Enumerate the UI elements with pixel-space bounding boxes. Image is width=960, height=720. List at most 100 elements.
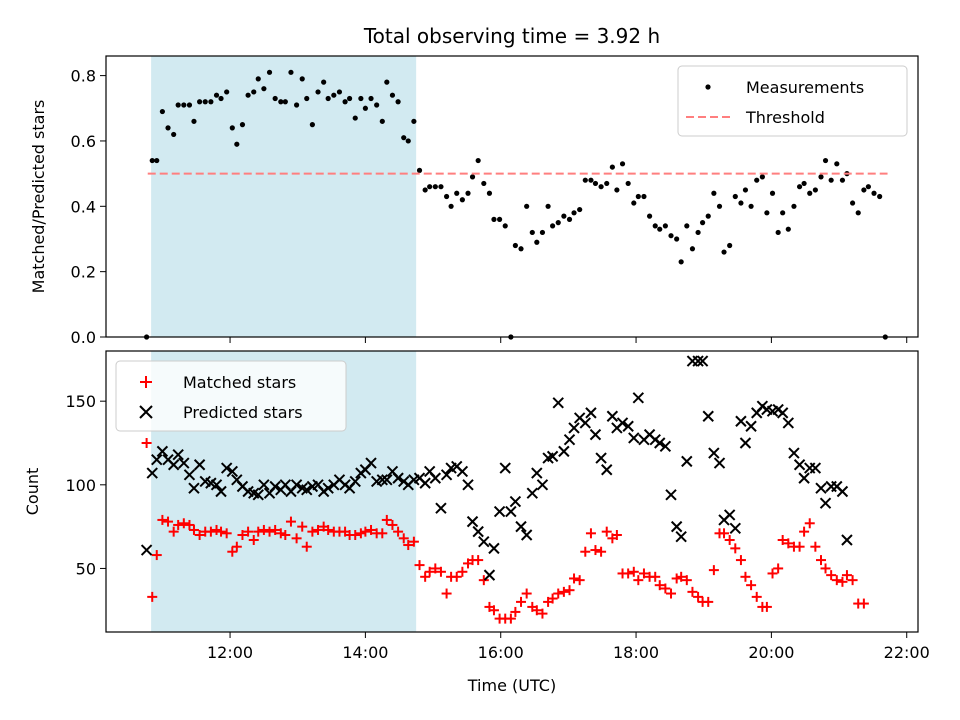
measurement-point (598, 184, 604, 190)
predicted-stars-point (782, 417, 795, 429)
matched-stars-point (816, 555, 827, 566)
predicted-stars-point (376, 474, 389, 486)
top-axes-frame (105, 55, 919, 338)
matched-stars-point (777, 535, 788, 546)
matched-stars-point (837, 576, 848, 587)
measurement-point (828, 177, 834, 183)
measurement-point (754, 177, 760, 183)
matched-stars-point (516, 596, 527, 607)
measurement-point (742, 187, 749, 193)
matched-stars-point (799, 526, 810, 537)
measurement-point (550, 223, 556, 229)
legend-label: Threshold (745, 108, 825, 127)
predicted-stars-point (723, 509, 736, 521)
matched-stars-point (360, 526, 371, 537)
matched-stars-point (184, 519, 195, 530)
measurement-point (705, 213, 711, 219)
matched-stars-point (178, 518, 189, 529)
predicted-stars-point (745, 420, 757, 432)
measurement-point (443, 193, 450, 200)
measurement-point (213, 92, 220, 98)
predicted-stars-point (290, 479, 303, 491)
bottom-axes-frame (105, 350, 919, 633)
measurement-point (780, 210, 786, 216)
x-tick-label: 20:00 (748, 643, 794, 662)
measurement-point (657, 226, 663, 232)
measurement-point (529, 229, 535, 236)
predicted-stars-point (654, 437, 666, 449)
measurement-point (592, 180, 599, 187)
measurement-point (186, 102, 193, 108)
measurement-point (469, 174, 476, 180)
measurement-point (401, 135, 407, 141)
y-tick-label: 0.4 (71, 197, 96, 216)
matched-stars-point (355, 528, 366, 539)
x-tick-label: 16:00 (478, 643, 524, 662)
matched-stars-point (735, 555, 746, 566)
matched-stars-point (671, 573, 682, 584)
top-panel: 0.00.20.40.60.8 Matched/Predicted stars … (29, 55, 919, 347)
measurement-point (689, 246, 696, 252)
matched-stars-point (681, 575, 692, 586)
matched-stars-point (574, 575, 585, 586)
top-y-axis: 0.0 0.2 0.4 0.6 0.8 (71, 67, 106, 347)
x-tick-label: 22:00 (884, 643, 930, 662)
measurement-point (534, 239, 540, 245)
predicted-stars-point (392, 472, 404, 484)
measurement-point (684, 223, 690, 229)
measurement-point (234, 141, 240, 147)
top-highlight-span (151, 56, 417, 337)
legend-label: Measurements (746, 78, 864, 97)
predicted-stars-point (670, 520, 683, 533)
matched-stars-point (258, 524, 269, 535)
legend-marker-plus (140, 376, 152, 388)
measurement-point (293, 102, 300, 108)
bottom-legend: Matched stars Predicted stars (115, 360, 347, 432)
measurement-point (759, 174, 765, 180)
matched-stars-point (547, 593, 558, 604)
predicted-stars-point (515, 520, 527, 533)
matched-stars-point (841, 570, 852, 581)
matched-stars-point (441, 588, 452, 599)
matched-stars-point (676, 571, 687, 582)
legend-label: Predicted stars (183, 403, 303, 422)
predicted-stars-point (167, 459, 180, 471)
predicted-stars-point (435, 502, 447, 514)
predicted-stars-point (440, 469, 453, 481)
measurement-point (812, 187, 818, 193)
measurement-point (362, 105, 368, 111)
measurement-point (261, 86, 267, 92)
matched-stars-point (430, 563, 441, 574)
measurement-point (791, 203, 797, 209)
predicted-stars-point (462, 479, 474, 491)
measurement-point (496, 216, 503, 222)
predicted-stars-point (659, 440, 672, 453)
measurement-point (695, 229, 701, 236)
matched-stars-point (403, 540, 414, 551)
predicted-stars-point (505, 505, 517, 518)
predicted-stars-point (151, 454, 163, 466)
matched-stars-point (147, 591, 158, 602)
measurement-point (807, 190, 813, 196)
measurement-point (524, 203, 530, 209)
measurement-point (662, 223, 668, 229)
matched-stars-point (820, 563, 831, 574)
measurement-point (208, 99, 214, 105)
matched-stars-point (666, 588, 677, 599)
matched-stars-point (611, 529, 622, 540)
measurement-point (331, 92, 337, 98)
measurement-point (251, 89, 257, 95)
top-legend: Measurements Threshold (677, 65, 908, 137)
matched-stars-point (424, 566, 435, 577)
measurement-point (395, 99, 401, 105)
predicted-stars-point (632, 392, 645, 404)
predicted-stars-point (546, 450, 559, 463)
matched-stars-point (558, 586, 569, 597)
measurement-point (245, 92, 251, 98)
measurement-point (299, 76, 305, 82)
predicted-stars-point (146, 467, 158, 479)
measurement-point (282, 99, 288, 105)
measurement-point (486, 190, 493, 196)
measurement-point (465, 190, 471, 196)
measurement-point (304, 95, 310, 102)
